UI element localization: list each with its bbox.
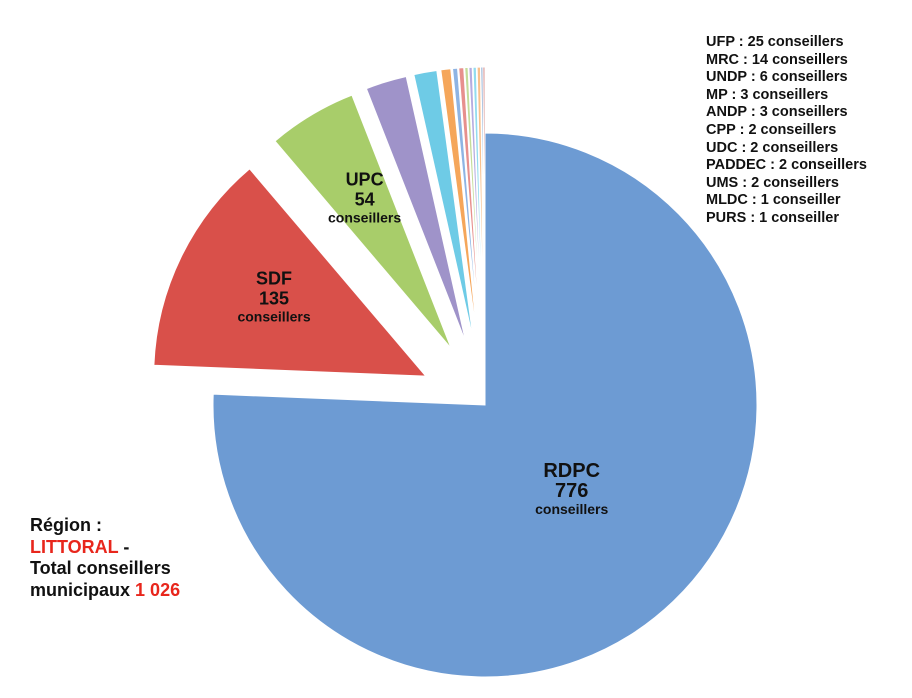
pie-slice-ums (476, 66, 485, 340)
legend-entry: MP : 3 conseillers (706, 86, 829, 103)
pie-slice-andp (458, 67, 481, 340)
pie-slice-paddec (472, 66, 484, 340)
legend-entry: ANDP : 3 conseillers (706, 104, 848, 121)
slice-label-rdpc: RDPC (543, 460, 600, 482)
pie-slice-sdf (153, 168, 427, 377)
legend-entry: CPP : 2 conseillers (706, 121, 837, 138)
legend: UFP : 25 conseillers MRC : 14 conseillers… (706, 34, 867, 228)
region-name: LITTORAL (30, 536, 119, 557)
slice-unit-upc: conseillers (328, 210, 401, 226)
legend-entry: MRC : 14 conseillers (706, 51, 848, 68)
slice-label-upc: UPC (346, 170, 384, 190)
pie-slice-rdpc (212, 132, 758, 678)
pie-slice-udc (468, 66, 483, 340)
slice-label-sdf: SDF (256, 268, 292, 288)
slice-value-rdpc: 776 (555, 480, 588, 502)
slice-value-sdf: 135 (259, 288, 289, 308)
legend-entry: UDC : 2 conseillers (706, 139, 839, 156)
pie-slice-mrc (413, 69, 474, 341)
region-name-line: LITTORAL - (30, 537, 180, 559)
legend-entry: MLDC : 1 conseiller (706, 192, 841, 209)
legend-entry: UFP : 25 conseillers (706, 34, 844, 50)
total-label: Total conseillers (30, 558, 171, 578)
pie-slice-cpp (464, 66, 482, 340)
legend-entry: PADDEC : 2 conseillers (706, 157, 867, 174)
pie-slice-undp (440, 68, 478, 340)
legend-entry: UMS : 2 conseillers (706, 174, 839, 191)
pie-slice-upc (274, 94, 452, 349)
total-value: 1 026 (135, 579, 181, 600)
slice-unit-sdf: conseillers (237, 308, 310, 324)
region-label: Région : (30, 515, 102, 535)
slice-value-upc: 54 (355, 190, 375, 210)
legend-entry: UNDP : 6 conseillers (706, 69, 848, 86)
legend-entry: PURS : 1 conseiller (706, 209, 839, 226)
total-line: municipaux 1 026 (30, 580, 180, 602)
region-annotation: Région : LITTORAL - Total conseillers mu… (30, 515, 180, 601)
pie-slice-ufp (365, 75, 467, 343)
slice-unit-rdpc: conseillers (535, 501, 608, 517)
total-label-2: municipaux (30, 579, 131, 600)
pie-slice-purs (482, 66, 486, 340)
region-separator: - (118, 536, 130, 557)
pie-slice-mp (451, 67, 480, 340)
